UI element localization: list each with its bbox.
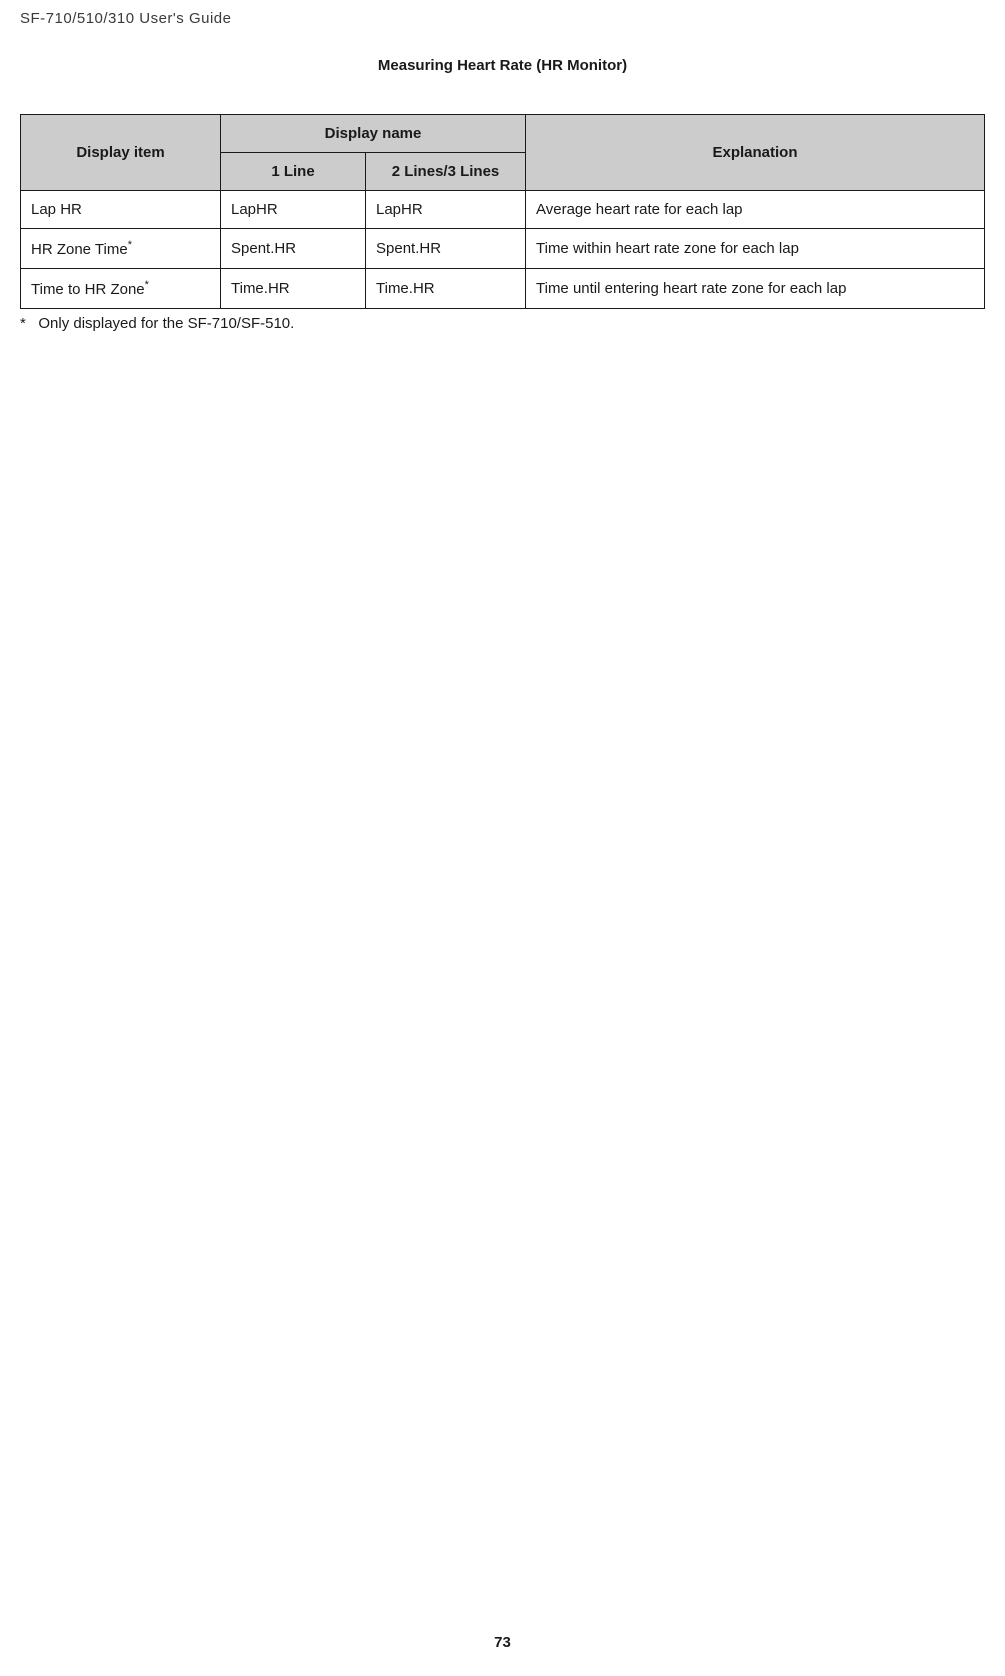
running-header: SF-710/510/310 User's Guide — [20, 10, 985, 27]
cell-1line: Spent.HR — [221, 229, 366, 269]
table-row: HR Zone Time* Spent.HR Spent.HR Time wit… — [21, 229, 985, 269]
item-text: HR Zone Time — [31, 241, 128, 258]
col-2-3lines: 2 Lines/3 Lines — [366, 153, 526, 191]
hr-table-head: Display item Display name Explanation 1 … — [21, 115, 985, 191]
table-row: Time to HR Zone* Time.HR Time.HR Time un… — [21, 269, 985, 309]
col-display-item: Display item — [21, 115, 221, 191]
cell-23lines: Spent.HR — [366, 229, 526, 269]
cell-explanation: Time within heart rate zone for each lap — [526, 229, 985, 269]
cell-1line: LapHR — [221, 191, 366, 229]
asterisk-icon: * — [128, 239, 132, 251]
hr-table: Display item Display name Explanation 1 … — [20, 114, 985, 309]
footnote-marker: * — [20, 315, 26, 332]
cell-display-item: HR Zone Time* — [21, 229, 221, 269]
table-row: Lap HR LapHR LapHR Average heart rate fo… — [21, 191, 985, 229]
table-header-row-1: Display item Display name Explanation — [21, 115, 985, 153]
cell-display-item: Time to HR Zone* — [21, 269, 221, 309]
cell-1line: Time.HR — [221, 269, 366, 309]
cell-explanation: Time until entering heart rate zone for … — [526, 269, 985, 309]
hr-table-body: Lap HR LapHR LapHR Average heart rate fo… — [21, 191, 985, 309]
footnote-text: Only displayed for the SF-710/SF-510. — [38, 315, 294, 332]
item-text: Time to HR Zone — [31, 281, 145, 298]
page-number: 73 — [0, 1634, 1005, 1651]
footnote: * Only displayed for the SF-710/SF-510. — [20, 309, 985, 332]
section-title: Measuring Heart Rate (HR Monitor) — [20, 57, 985, 74]
col-explanation: Explanation — [526, 115, 985, 191]
col-display-name-group: Display name — [221, 115, 526, 153]
cell-display-item: Lap HR — [21, 191, 221, 229]
cell-explanation: Average heart rate for each lap — [526, 191, 985, 229]
page-root: SF-710/510/310 User's Guide Measuring He… — [0, 0, 1005, 1676]
item-text: Lap HR — [31, 201, 82, 218]
asterisk-icon: * — [145, 279, 149, 291]
cell-23lines: Time.HR — [366, 269, 526, 309]
cell-23lines: LapHR — [366, 191, 526, 229]
col-1line: 1 Line — [221, 153, 366, 191]
